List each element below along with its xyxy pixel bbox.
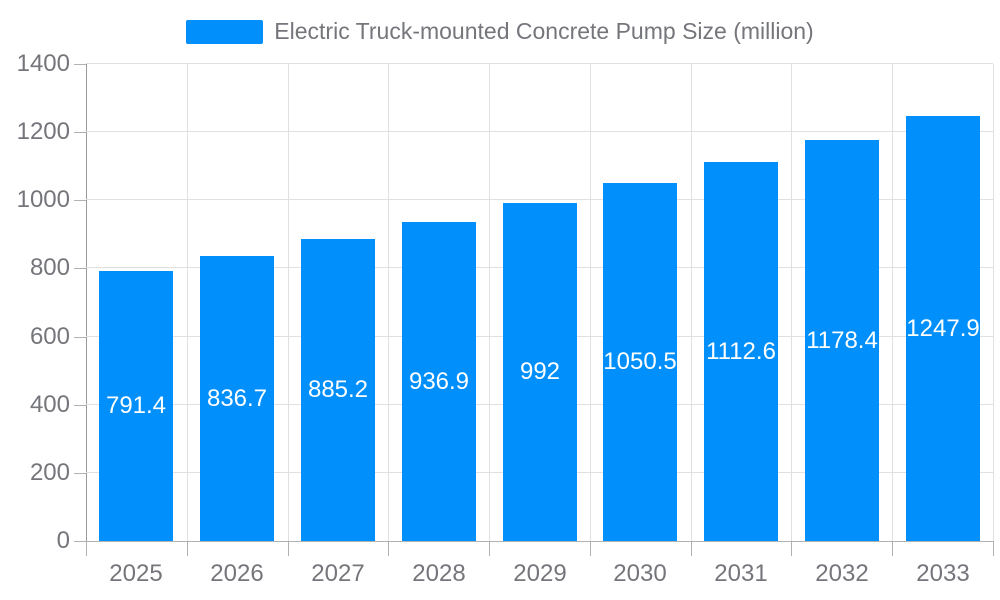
legend-item[interactable]: Electric Truck-mounted Concrete Pump Siz… <box>186 18 814 45</box>
bar-2028[interactable]: 936.9 <box>402 222 476 541</box>
legend-marker <box>186 19 264 44</box>
x-tick-2 <box>288 541 289 556</box>
y-tick-400 <box>74 404 86 406</box>
bar-value-label-2028: 936.9 <box>408 367 470 395</box>
y-axis-label-1000: 1000 <box>16 186 70 214</box>
gridline-v-5 <box>590 64 591 541</box>
bar-2027[interactable]: 885.2 <box>301 239 375 541</box>
x-axis-label-2033: 2033 <box>916 560 970 587</box>
y-tick-200 <box>74 472 86 474</box>
x-tick-3 <box>388 541 389 556</box>
y-tick-600 <box>74 336 86 338</box>
bar-value-label-2025: 791.4 <box>105 392 167 419</box>
y-axis-label-800: 800 <box>29 254 70 282</box>
y-tick-1200 <box>74 132 86 134</box>
bar-value-label-2031: 1112.6 <box>706 337 776 365</box>
bar-value-label-2026: 836.7 <box>206 384 268 412</box>
gridline-v-7 <box>791 64 792 541</box>
x-tick-1 <box>187 541 188 556</box>
y-axis-label-0: 0 <box>56 527 70 554</box>
y-axis-label-400: 400 <box>29 390 70 418</box>
bar-value-label-2027: 885.2 <box>307 376 369 403</box>
y-axis-label-600: 600 <box>29 322 70 350</box>
x-axis-label-2030: 2030 <box>613 560 667 587</box>
bar-2029[interactable]: 992 <box>503 203 577 541</box>
gridline-h-1200 <box>86 131 993 133</box>
gridline-h-1000 <box>86 199 993 201</box>
y-tick-1400 <box>74 64 86 65</box>
plot-area: 791.4 836.7 885.2 936.9 992 1050.5 1112.6 1178.… <box>86 63 994 542</box>
y-tick-0 <box>74 541 86 542</box>
gridline-v-2 <box>288 64 289 541</box>
gridline-v-3 <box>388 64 389 541</box>
x-tick-5 <box>590 541 591 556</box>
x-tick-8 <box>892 541 893 556</box>
legend-label: Electric Truck-mounted Concrete Pump Siz… <box>274 18 814 44</box>
gridline-v-8 <box>892 64 893 541</box>
x-tick-4 <box>489 541 490 556</box>
gridline-v-9 <box>993 64 994 541</box>
y-tick-800 <box>74 268 86 270</box>
x-axis-line <box>86 541 993 542</box>
gridline-v-6 <box>691 64 692 541</box>
bar-2031[interactable]: 1112.6 <box>704 162 778 541</box>
y-axis-label-200: 200 <box>29 458 70 486</box>
gridline-h-1400 <box>86 63 993 65</box>
bar-2032[interactable]: 1178.4 <box>805 140 879 541</box>
x-tick-9 <box>993 541 994 556</box>
bar-2026[interactable]: 836.7 <box>200 256 274 541</box>
x-axis-label-2028: 2028 <box>412 560 466 587</box>
y-axis-label-1400: 1400 <box>16 50 70 77</box>
x-tick-7 <box>791 541 792 556</box>
y-axis-label-1200: 1200 <box>16 118 70 146</box>
gridline-v-4 <box>489 64 490 541</box>
x-tick-0 <box>86 541 87 556</box>
bar-2025[interactable]: 791.4 <box>99 271 173 541</box>
legend: Electric Truck-mounted Concrete Pump Siz… <box>0 18 1000 45</box>
gridline-v-1 <box>187 64 188 541</box>
x-axis-label-2032: 2032 <box>815 560 869 587</box>
y-axis-line <box>86 64 87 541</box>
bar-value-label-2030: 1050.5 <box>603 348 677 375</box>
bar-2033[interactable]: 1247.9 <box>906 116 980 541</box>
bar-value-label-2032: 1178.4 <box>806 326 878 354</box>
x-axis-label-2027: 2027 <box>311 560 365 587</box>
x-axis-label-2025: 2025 <box>109 560 163 587</box>
y-tick-1000 <box>74 200 86 202</box>
x-axis-label-2026: 2026 <box>210 560 264 587</box>
x-axis-label-2031: 2031 <box>714 560 768 587</box>
x-tick-6 <box>691 541 692 556</box>
bar-value-label-2033: 1247.9 <box>906 314 980 342</box>
x-axis-label-2029: 2029 <box>513 560 567 587</box>
bar-2030[interactable]: 1050.5 <box>603 183 677 541</box>
bar-value-label-2029: 992 <box>519 358 561 385</box>
